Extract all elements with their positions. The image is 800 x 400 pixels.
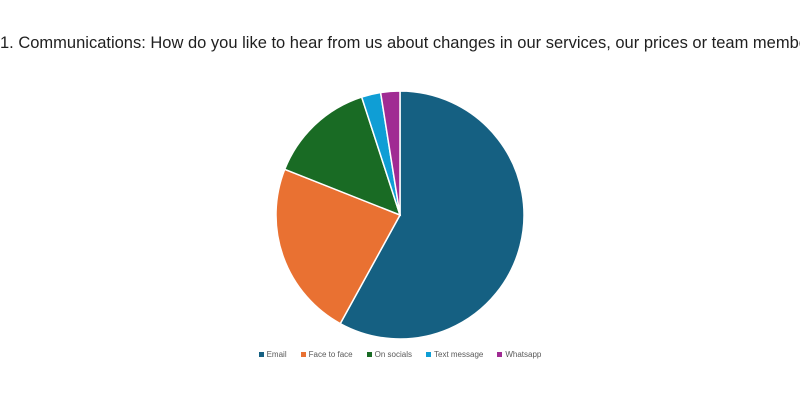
legend-swatch bbox=[300, 352, 306, 357]
legend-item: Face to face bbox=[300, 350, 353, 359]
legend-swatch bbox=[497, 352, 503, 357]
pie-slice-face-to-face bbox=[275, 168, 402, 325]
legend-label: Email bbox=[266, 350, 287, 359]
legend-label: Text message bbox=[434, 350, 484, 359]
chart-title: 1. Communications: How do you like to he… bbox=[0, 34, 800, 52]
legend-label: On socials bbox=[374, 350, 412, 359]
pie-slice-email bbox=[339, 90, 525, 340]
legend-swatch bbox=[258, 352, 264, 357]
chart-legend: Email Face to face On socials Text message W… bbox=[0, 350, 800, 359]
legend-item: Email bbox=[258, 350, 287, 359]
legend-swatch bbox=[366, 352, 372, 357]
legend-label: Face to face bbox=[308, 350, 353, 359]
legend-item: Whatsapp bbox=[497, 350, 541, 359]
pie-slice-whatsapp bbox=[379, 90, 401, 216]
legend-item: On socials bbox=[366, 350, 412, 359]
pie-slices bbox=[275, 90, 525, 340]
legend-label: Whatsapp bbox=[505, 350, 542, 359]
legend-item: Text message bbox=[426, 350, 483, 359]
legend-swatch bbox=[426, 352, 431, 357]
